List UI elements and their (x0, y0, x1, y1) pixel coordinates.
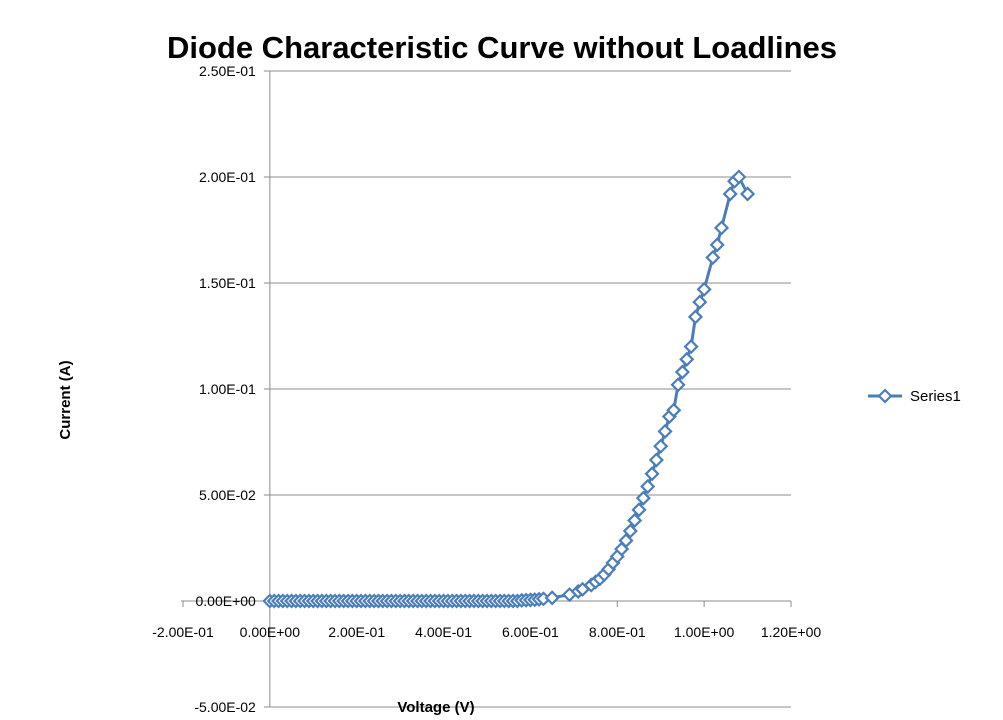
y-tick-label: 2.50E-01 (199, 63, 256, 79)
data-point (640, 478, 656, 495)
x-tick-labels: -2.00E-01 0.00E+00 2.00E-01 4.00E-01 6.00E-0… (152, 624, 821, 640)
data-point (679, 351, 695, 367)
x-tick-label: 6.00E-01 (502, 624, 559, 640)
y-axis-title: Current (A) (57, 360, 74, 439)
y-tick-label: 0.00E+00 (196, 593, 257, 609)
data-point (544, 590, 560, 606)
x-tick-label: 0.00E+00 (240, 624, 301, 640)
data-point (644, 466, 660, 482)
y-tick-labels: -5.00E-02 0.00E+00 5.00E-02 1.00E-01 1.50E-0… (194, 63, 256, 715)
data-point (635, 490, 651, 506)
x-tick-label: 1.20E+00 (761, 624, 822, 640)
data-point (653, 438, 669, 454)
x-tick-label: 4.00E-01 (415, 624, 472, 640)
data-point (713, 220, 730, 236)
y-tick-label: 2.00E-01 (199, 169, 256, 185)
data-point (631, 502, 647, 518)
x-tick-label: -2.00E-01 (152, 624, 214, 640)
data-point (627, 512, 643, 528)
legend-marker-icon (877, 388, 893, 404)
data-point (670, 377, 686, 393)
x-tick-label: 1.00E+00 (674, 624, 735, 640)
y-tick-label: 1.00E-01 (199, 381, 256, 397)
y-tick-label: 1.50E-01 (199, 275, 256, 291)
data-point (648, 452, 664, 468)
data-point (705, 250, 721, 266)
data-point (709, 237, 725, 253)
data-point (740, 186, 756, 202)
data-point (722, 186, 738, 202)
data-point (657, 423, 673, 439)
data-point (683, 339, 699, 355)
gridlines (269, 70, 791, 708)
data-point (674, 364, 690, 380)
x-axis-title: Voltage (V) (397, 699, 474, 716)
data-point (622, 523, 638, 539)
x-tick-label: 2.00E-01 (328, 624, 385, 640)
chart-title: Diode Characteristic Curve without Loadl… (167, 30, 837, 65)
series-plot (262, 169, 756, 609)
data-point (666, 402, 682, 418)
legend: Series1 (868, 388, 961, 405)
data-point (696, 281, 712, 297)
data-point (687, 309, 704, 325)
data-point (692, 294, 708, 310)
legend-label: Series1 (910, 388, 961, 405)
data-point (618, 533, 634, 549)
data-point (731, 169, 747, 185)
y-tick-label: -5.00E-02 (194, 699, 256, 715)
y-tick-label: 5.00E-02 (199, 487, 256, 503)
x-tick-label: 8.00E-01 (589, 624, 646, 640)
